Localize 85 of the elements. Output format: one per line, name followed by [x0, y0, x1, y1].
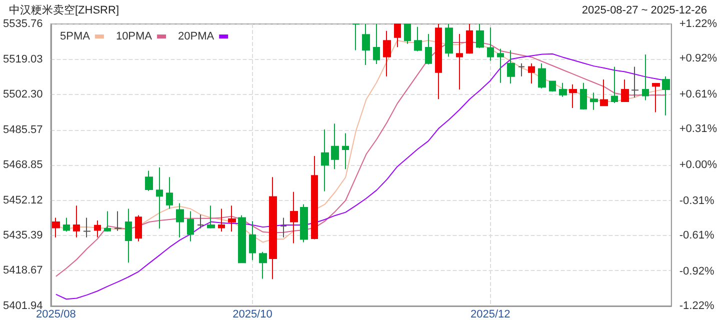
candlestick — [642, 54, 649, 101]
candlestick — [331, 123, 339, 170]
candlestick — [559, 82, 567, 98]
candlestick — [590, 92, 598, 110]
candlestick — [507, 50, 515, 84]
candlestick — [362, 24, 370, 66]
candlestick — [280, 217, 287, 238]
candlestick — [218, 208, 225, 232]
y2-tick-label: +0.00% — [679, 159, 718, 171]
candlestick — [187, 210, 194, 242]
candlestick — [487, 27, 494, 62]
candlestick — [249, 220, 256, 261]
candlestick — [238, 214, 246, 264]
candlestick — [166, 176, 173, 210]
candlestick — [176, 202, 184, 238]
y-tick-label: 5418.67 — [2, 264, 43, 277]
y-tick-label: 5468.85 — [2, 159, 43, 171]
candlestick — [425, 34, 432, 65]
candlestick — [83, 217, 91, 238]
candlestick — [435, 24, 442, 100]
y2-tick-label: -0.31% — [679, 194, 714, 207]
candlestick — [611, 66, 618, 104]
candlestick — [394, 24, 401, 48]
candlestick — [52, 217, 60, 238]
candlestick — [269, 176, 277, 280]
y2-tick-label: +0.92% — [679, 52, 718, 65]
chart-subtitle: 2025-08-27 ~ 2025-12-26 — [582, 4, 708, 16]
candlestick — [580, 82, 587, 110]
candlestick — [383, 30, 391, 77]
candlestick — [518, 62, 525, 77]
chart-title: 中汉粳米卖空[ZHSRR] — [9, 4, 119, 16]
candlestick — [352, 24, 360, 51]
candlestick — [466, 24, 473, 54]
y2-tick-label: -0.61% — [679, 230, 714, 242]
y-tick-label: 5502.30 — [2, 88, 43, 101]
candlestick — [114, 210, 122, 232]
x-tick-label: 2025/10 — [232, 308, 272, 320]
y2-tick-label: +0.61% — [679, 88, 718, 100]
candlestick — [73, 205, 80, 238]
y-tick-label: 5435.39 — [2, 230, 43, 242]
y-tick-label: 5452.12 — [2, 194, 43, 206]
candlestick — [600, 79, 608, 106]
y-tick-label: 5485.57 — [2, 124, 43, 136]
candlestick — [404, 24, 411, 44]
x-tick-label: 2025/08 — [36, 308, 76, 320]
y2-tick-label: -1.22% — [679, 300, 714, 312]
candlestick — [321, 128, 329, 192]
x-tick-label: 2025/12 — [470, 308, 510, 320]
candlestick — [662, 76, 670, 116]
candlestick — [290, 191, 298, 244]
y-tick-label: 5535.76 — [2, 18, 43, 30]
candlestick — [135, 214, 142, 242]
y2-tick-label: -0.92% — [679, 265, 714, 278]
candlestick — [652, 83, 660, 113]
candlestick — [445, 24, 453, 58]
candlestick — [549, 80, 556, 92]
candlestick — [569, 84, 577, 108]
candlestick — [528, 62, 535, 84]
y-tick-label: 5519.03 — [2, 53, 43, 66]
candlestick — [197, 214, 204, 229]
candlestick — [300, 204, 308, 243]
candlestick — [104, 210, 111, 232]
candlestick — [476, 24, 484, 49]
legend-label: 20PMA — [178, 30, 215, 42]
candlestick — [373, 24, 380, 64]
candlestick — [414, 26, 422, 52]
candlestick — [259, 251, 267, 280]
candlestick — [228, 205, 236, 232]
candlestick — [63, 217, 70, 232]
candlestick — [621, 79, 629, 102]
candlestick — [342, 132, 349, 170]
candlestick — [207, 205, 215, 229]
legend-label: 10PMA — [116, 30, 153, 42]
candlestick — [631, 66, 639, 98]
y2-tick-label: +0.31% — [679, 123, 718, 136]
candlestick — [94, 220, 101, 238]
legend-label: 5PMA — [60, 30, 91, 42]
candlestick — [456, 34, 463, 90]
candlestick — [125, 208, 132, 264]
candlestick — [538, 62, 546, 89]
candlestick — [145, 170, 153, 192]
candlestick — [497, 48, 504, 84]
candlestick — [311, 156, 318, 240]
y2-tick-label: +1.22% — [679, 18, 718, 30]
candlestick — [156, 166, 163, 230]
